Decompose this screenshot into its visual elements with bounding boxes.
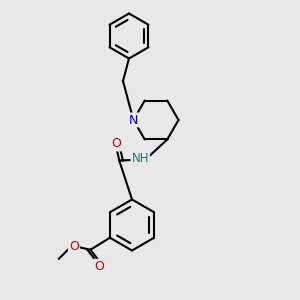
Text: O: O	[111, 137, 121, 151]
Text: NH: NH	[131, 152, 149, 166]
Text: N: N	[129, 113, 138, 127]
Text: O: O	[69, 240, 79, 253]
Text: O: O	[94, 260, 104, 273]
